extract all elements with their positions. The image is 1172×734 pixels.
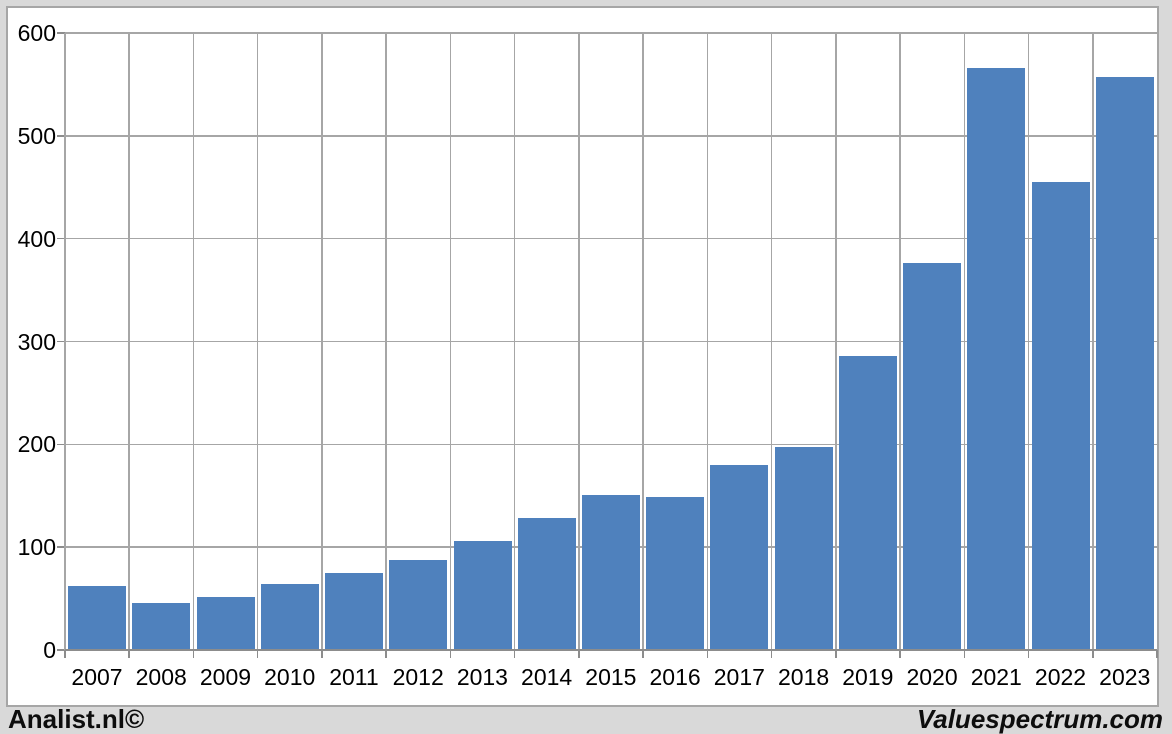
- bar-2012: [389, 559, 448, 650]
- x-tick-6: [449, 650, 452, 658]
- x-axis-label-2020: 2020: [906, 664, 958, 690]
- v-gridline-14: [963, 33, 966, 650]
- bar-2019: [838, 355, 897, 650]
- bar-2015: [582, 494, 640, 650]
- x-tick-16: [1092, 650, 1094, 658]
- v-gridline-6: [449, 33, 452, 650]
- v-gridline-11: [770, 33, 773, 650]
- x-axis-label-2007: 2007: [71, 664, 123, 690]
- y-axis-label-0: 0: [43, 637, 56, 663]
- bar-2022: [1031, 182, 1090, 650]
- v-gridline-8: [578, 33, 580, 650]
- x-axis-label-2022: 2022: [1034, 664, 1087, 690]
- x-tick-1: [128, 650, 130, 658]
- x-tick-5: [385, 650, 387, 658]
- y-tick-200: [57, 443, 65, 446]
- bar-2009: [196, 596, 255, 650]
- bar-2020: [903, 263, 962, 650]
- x-axis-label-2012: 2012: [392, 664, 444, 690]
- bar-2011: [325, 572, 384, 650]
- bar-2023: [1095, 77, 1154, 650]
- plot-area: [57, 32, 1158, 658]
- x-tick-8: [578, 650, 580, 658]
- v-gridline-3: [256, 33, 259, 650]
- x-axis-label-2013: 2013: [456, 664, 508, 690]
- y-tick-400: [57, 237, 65, 240]
- y-axis-label-300: 300: [17, 328, 56, 355]
- v-gridline-4: [321, 33, 323, 650]
- x-axis-label-2021: 2021: [970, 664, 1022, 690]
- v-gridline-7: [513, 33, 516, 650]
- x-axis-label-2008: 2008: [135, 664, 187, 690]
- chart-frame: 600 500 400 300 200 100 0 2007 2008 2009 2010 2011…: [6, 6, 1159, 707]
- bar-2010: [260, 584, 319, 650]
- x-axis-label-2009: 2009: [199, 664, 252, 690]
- x-tick-15: [1027, 650, 1030, 658]
- brand-valuespectrum: Valuespectrum.com: [916, 704, 1163, 734]
- bar-2021: [967, 67, 1026, 650]
- x-axis-label-2010: 2010: [264, 664, 316, 690]
- h-gridline-400: [65, 237, 1157, 240]
- v-gridline-9: [642, 33, 644, 650]
- bar-2008: [132, 602, 191, 650]
- x-tick-4: [321, 650, 323, 658]
- v-gridline-10: [706, 33, 709, 650]
- bar-2013: [453, 541, 512, 650]
- v-gridline-12: [835, 33, 837, 650]
- x-axis-label-2016: 2016: [649, 664, 701, 690]
- x-axis-line: [65, 648, 1157, 651]
- x-axis-label-2014: 2014: [521, 664, 573, 690]
- x-tick-11: [770, 650, 773, 658]
- h-gridline-300: [65, 340, 1157, 343]
- x-axis-label-2011: 2011: [329, 664, 379, 690]
- v-gridline-5: [385, 33, 387, 650]
- h-gridline-200: [65, 443, 1157, 446]
- footer-strip: Analist.nl© Valuespectrum.com: [0, 704, 1172, 734]
- v-gridline-1: [128, 33, 130, 650]
- v-gridline-16: [1092, 33, 1094, 650]
- y-tick-0: [57, 649, 65, 651]
- x-tick-7: [513, 650, 516, 658]
- x-axis-label-2023: 2023: [1099, 664, 1151, 690]
- x-tick-12: [835, 650, 837, 658]
- y-tick-600: [57, 32, 65, 34]
- v-gridline-15: [1027, 33, 1030, 650]
- y-tick-100: [57, 546, 65, 548]
- bar-2016: [646, 496, 705, 650]
- x-tick-13: [899, 650, 901, 658]
- v-gridline-0: [64, 33, 66, 650]
- y-tick-500: [57, 135, 65, 137]
- x-axis-label-2017: 2017: [713, 664, 765, 690]
- y-axis-label-500: 500: [17, 122, 56, 149]
- v-gridline-13: [899, 33, 901, 650]
- y-axis-label-100: 100: [17, 534, 56, 561]
- brand-analist: Analist.nl©: [8, 704, 145, 734]
- x-axis-label-2015: 2015: [585, 664, 637, 690]
- x-tick-10: [706, 650, 709, 658]
- x-axis-label-2019: 2019: [842, 664, 894, 690]
- y-axis-label-400: 400: [17, 225, 56, 252]
- h-gridline-500: [65, 135, 1157, 137]
- x-tick-17: [1156, 650, 1158, 658]
- bar-2014: [517, 518, 576, 650]
- y-axis-label-600: 600: [17, 20, 56, 46]
- x-tick-9: [642, 650, 644, 658]
- bar-2007: [68, 586, 127, 650]
- bar-2017: [710, 464, 769, 650]
- x-axis-label-2018: 2018: [777, 664, 830, 690]
- x-tick-3: [256, 650, 259, 658]
- x-tick-14: [963, 650, 966, 658]
- x-tick-0: [64, 650, 66, 658]
- v-gridline-2: [192, 33, 195, 650]
- y-axis-label-200: 200: [17, 431, 56, 458]
- bar-2018: [774, 447, 833, 650]
- h-gridline-600: [65, 32, 1157, 34]
- y-tick-300: [57, 340, 65, 343]
- x-tick-2: [192, 650, 195, 658]
